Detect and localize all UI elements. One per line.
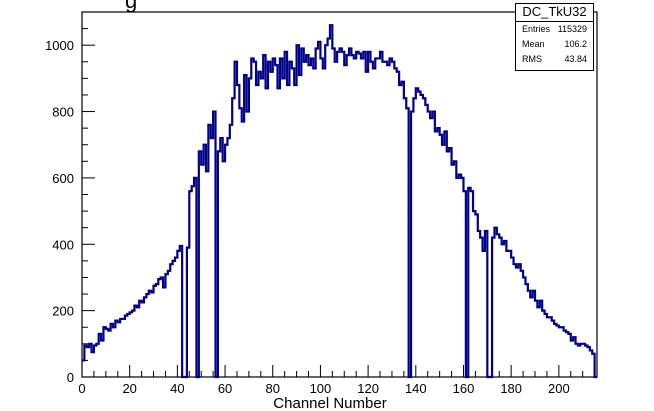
stats-row-mean: Mean 106.2 [516,37,593,52]
x-tick-label: 200 [548,381,570,396]
stats-value: 43.84 [564,52,587,67]
x-tick-label: 80 [266,381,280,396]
y-tick-label: 400 [52,237,74,252]
stats-row-rms: RMS 43.84 [516,52,593,67]
x-tick-label: 180 [500,381,522,396]
chart-title-fragment: g [125,0,137,14]
x-axis: 0 20 40 60 80 100 120 140 160 180 200 [78,365,594,396]
stats-key: Mean [522,37,545,52]
stats-title: DC_TkU32 [516,4,593,22]
y-tick-label: 0 [67,370,74,385]
y-tick-label: 800 [52,105,74,120]
stats-key: Entries [522,22,550,37]
x-axis-label: Channel Number [273,395,386,411]
y-axis: 0 200 400 600 800 1000 [45,12,95,385]
x-tick-label: 140 [405,381,427,396]
x-tick-label: 0 [78,381,85,396]
stats-key: RMS [522,52,542,67]
x-tick-label: 40 [170,381,184,396]
y-tick-label: 600 [52,171,74,186]
x-tick-label: 20 [122,381,136,396]
y-tick-label: 200 [52,304,74,319]
stats-value: 115329 [558,22,587,37]
x-tick-label: 100 [310,381,332,396]
histogram-line [82,25,597,377]
x-tick-label: 120 [357,381,379,396]
x-tick-label: 160 [453,381,475,396]
stats-box: DC_TkU32 Entries 115329 Mean 106.2 RMS 4… [515,3,594,71]
x-tick-label: 60 [218,381,232,396]
stats-row-entries: Entries 115329 [516,22,593,37]
y-tick-label: 1000 [45,38,74,53]
stats-value: 106.2 [564,37,587,52]
